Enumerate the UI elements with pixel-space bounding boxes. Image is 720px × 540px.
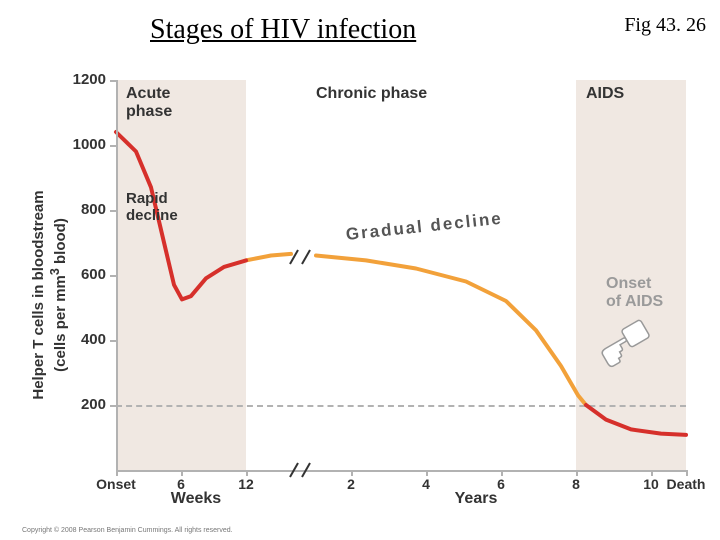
x-tick-label: 10 [643,476,659,492]
acute-phase-label: Acute phase [126,85,172,122]
x-tick-mark [576,470,578,476]
aids-phase-label: AIDS [586,85,624,103]
chart-svg [116,80,686,470]
x-tick-mark [426,470,428,476]
rapid-decline-annotation: Rapid decline [126,190,178,224]
copyright-text: Copyright © 2008 Pearson Benjamin Cummin… [22,527,233,534]
y-axis-label-line2-post: blood) [52,218,69,268]
series-line [316,256,586,406]
y-tick-label: 600 [66,266,106,283]
x-axis-line [116,470,686,472]
y-axis-label-line1: Helper T cells in bloodstream [30,190,47,399]
x-tick-label: Onset [96,476,136,492]
x-tick-mark [181,470,183,476]
chronic-phase-label: Chronic phase [316,85,427,103]
y-axis-label-line2-pre: (cells per mm [52,275,69,372]
y-tick-label: 1000 [66,136,106,153]
y-tick-label: 800 [66,201,106,218]
y-tick-label: 400 [66,331,106,348]
x-tick-label: 6 [497,476,505,492]
y-tick-label: 1200 [66,71,106,88]
x-tick-mark [116,470,118,476]
y-axis-label-group: Helper T cells in bloodstream (cells per… [20,110,60,470]
x-tick-mark [351,470,353,476]
series-line [586,405,686,435]
x-tick-mark [651,470,653,476]
axis-break-upper [284,248,320,268]
chart-container: Helper T cells in bloodstream (cells per… [20,70,700,510]
pointing-hand-icon [596,315,656,363]
page-title: Stages of HIV infection [150,14,416,46]
x-tick-mark [246,470,248,476]
onset-of-aids-annotation: Onset of AIDS [606,275,663,310]
x-tick-mark [686,470,688,476]
x-tick-label: 12 [238,476,254,492]
x-axis-label-weeks: Weeks [171,490,221,508]
x-axis-label-years: Years [455,490,498,508]
y-axis-label: Helper T cells in bloodstream (cells per… [30,175,70,415]
x-tick-label: 4 [422,476,430,492]
y-axis-label-sup: 3 [48,268,62,275]
x-tick-mark [501,470,503,476]
axis-break-xaxis [284,461,320,481]
x-tick-label: 8 [572,476,580,492]
x-tick-label: 2 [347,476,355,492]
x-tick-label: Death [667,476,706,492]
page: Stages of HIV infection Fig 43. 26 Helpe… [0,0,720,540]
y-axis-line [116,80,118,472]
figure-label: Fig 43. 26 [624,14,706,37]
plot-area: Acute phase Chronic phase AIDS Rapid dec… [116,80,686,470]
y-tick-label: 200 [66,396,106,413]
